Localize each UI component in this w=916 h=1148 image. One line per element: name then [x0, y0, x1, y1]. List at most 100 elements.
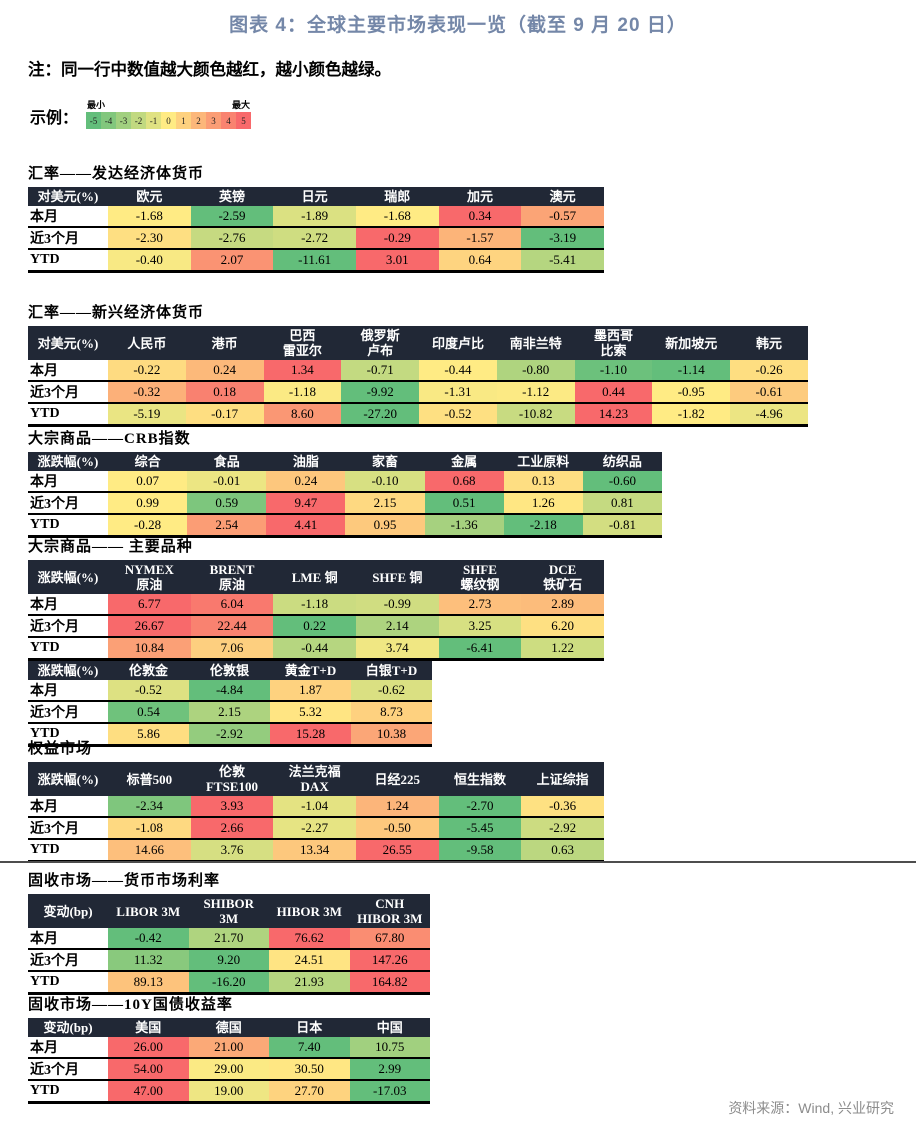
- column-header-cell: 日经225: [355, 762, 439, 796]
- value-cell: 4.41: [266, 514, 346, 538]
- value-cell: -10.82: [496, 403, 575, 427]
- legend-cell: -2: [131, 112, 147, 129]
- heatmap-table-fx-emerging: 对美元(%) 人民币 港币 巴西 雷亚尔 俄罗斯 卢布 印度卢比 南非兰特 墨西哥 比索 新加坡…: [28, 326, 808, 427]
- column-header-cell: 综合: [108, 452, 188, 471]
- row-label-cell: 近3个月: [28, 1058, 108, 1081]
- column-header-cell: 欧元: [108, 187, 191, 206]
- section-label: 大宗商品——CRB指数: [28, 431, 191, 447]
- section-commodities: 大宗商品—— 主要品种 涨跌幅(%) NYMEX 原油 BRENT 原油 LME 铜 SH…: [28, 535, 604, 747]
- value-cell: 26.00: [108, 1037, 189, 1059]
- value-cell: 6.04: [190, 594, 274, 616]
- value-cell: 10.38: [351, 723, 432, 747]
- row-label-cell: 本月: [28, 796, 108, 818]
- value-cell: -9.92: [341, 381, 420, 404]
- legend-cell: -4: [101, 112, 117, 129]
- value-cell: 0.68: [424, 471, 504, 493]
- value-cell: 0.64: [438, 249, 522, 273]
- value-cell: -9.58: [438, 839, 522, 863]
- value-cell: 11.32: [108, 949, 189, 972]
- row-label-cell: 本月: [28, 1037, 108, 1059]
- value-cell: 14.23: [574, 403, 653, 427]
- legend-cell: 3: [206, 112, 222, 129]
- value-cell: 9.47: [266, 492, 346, 515]
- column-header-cell: 港币: [185, 326, 264, 360]
- heatmap-table-equity: 涨跌幅(%) 标普500 伦敦 FTSE100 法兰克福 DAX 日经225 恒生指数 上证…: [28, 762, 604, 863]
- value-cell: 0.95: [345, 514, 425, 538]
- legend-minmax: 最小 最大: [86, 98, 251, 111]
- corner-header-cell: 对美元(%): [28, 187, 108, 206]
- column-header-cell: NYMEX 原油: [108, 560, 191, 594]
- section-divider: [0, 861, 916, 863]
- section-crb: 大宗商品——CRB指数 涨跌幅(%) 综合 食品 油脂 家畜 金属 工业原料 纺织品 本月 0.07…: [28, 427, 662, 538]
- row-label-cell: 本月: [28, 594, 108, 616]
- corner-header-cell: 对美元(%): [28, 326, 108, 360]
- column-header-cell: 伦敦银: [189, 661, 270, 680]
- value-cell: 2.15: [345, 492, 425, 515]
- section-label: 汇率——发达经济体货币: [28, 166, 205, 182]
- value-cell: 29.00: [188, 1058, 269, 1081]
- row-label-cell: 本月: [28, 206, 108, 228]
- value-cell: -0.17: [185, 403, 264, 427]
- value-cell: 21.70: [188, 928, 269, 950]
- column-header-cell: 工业原料: [503, 452, 583, 471]
- value-cell: 7.06: [190, 637, 274, 661]
- table-row: 本月 -0.22 0.24 1.34 -0.71 -0.44 -0.80 -1.10 -1.14…: [28, 360, 808, 382]
- value-cell: 3.93: [190, 796, 274, 818]
- row-label-cell: YTD: [28, 971, 108, 995]
- value-cell: -1.04: [273, 796, 356, 818]
- value-cell: -0.71: [341, 360, 420, 382]
- value-cell: 147.26: [349, 949, 430, 972]
- table-row: 本月 -2.34 3.93 -1.04 1.24 -2.70 -0.36: [28, 796, 604, 818]
- value-cell: -0.28: [108, 514, 188, 538]
- value-cell: -5.19: [108, 403, 186, 427]
- table-row: YTD 47.00 19.00 27.70 -17.03: [28, 1080, 430, 1104]
- value-cell: 67.80: [349, 928, 430, 950]
- value-cell: -0.81: [582, 514, 662, 538]
- row-label-cell: 近3个月: [28, 381, 108, 404]
- column-header-cell: SHIBOR 3M: [188, 894, 269, 928]
- row-label-cell: 近3个月: [28, 615, 108, 638]
- table-row: 近3个月 54.00 29.00 30.50 2.99: [28, 1058, 430, 1081]
- value-cell: -1.12: [496, 381, 575, 404]
- table-row: YTD -0.28 2.54 4.41 0.95 -1.36 -2.18 -0.81: [28, 514, 662, 538]
- table-row: YTD 5.86 -2.92 15.28 10.38: [28, 723, 432, 747]
- value-cell: -0.22: [108, 360, 186, 382]
- row-label-cell: 近3个月: [28, 701, 108, 724]
- column-header-cell: 澳元: [521, 187, 604, 206]
- value-cell: -1.68: [108, 206, 191, 228]
- legend-min-label: 最小: [87, 100, 106, 110]
- column-header-cell: 金属: [424, 452, 504, 471]
- row-label-cell: 近3个月: [28, 949, 108, 972]
- value-cell: 8.73: [351, 701, 432, 724]
- column-header-cell: 人民币: [108, 326, 186, 360]
- column-header-cell: 南非兰特: [496, 326, 575, 360]
- column-header-cell: 恒生指数: [438, 762, 522, 796]
- row-label-cell: YTD: [28, 403, 108, 427]
- column-header-cell: 英镑: [190, 187, 274, 206]
- corner-header-cell: 涨跌幅(%): [28, 452, 108, 471]
- column-header-cell: 白银T+D: [351, 661, 432, 680]
- value-cell: 76.62: [269, 928, 350, 950]
- value-cell: -5.45: [438, 817, 522, 840]
- value-cell: -1.31: [419, 381, 497, 404]
- value-cell: -2.92: [521, 817, 604, 840]
- column-header-cell: HIBOR 3M: [269, 894, 350, 928]
- value-cell: -0.26: [730, 360, 808, 382]
- table-row: 近3个月 26.67 22.44 0.22 2.14 3.25 6.20: [28, 615, 604, 638]
- row-label-cell: YTD: [28, 723, 108, 747]
- value-cell: 0.99: [108, 492, 188, 515]
- legend-cell: 4: [221, 112, 237, 129]
- value-cell: 8.60: [263, 403, 342, 427]
- row-label-cell: YTD: [28, 249, 108, 273]
- value-cell: 1.87: [270, 680, 351, 702]
- section-label: 汇率——新兴经济体货币: [28, 305, 205, 321]
- section-label: 大宗商品—— 主要品种: [28, 539, 193, 555]
- column-header-cell: SHFE 螺纹钢: [438, 560, 522, 594]
- value-cell: 6.77: [108, 594, 191, 616]
- row-label-cell: YTD: [28, 514, 108, 538]
- value-cell: 2.07: [190, 249, 274, 273]
- legend-cell: -1: [146, 112, 162, 129]
- value-cell: -3.19: [521, 227, 604, 250]
- value-cell: 0.07: [108, 471, 188, 493]
- column-header-cell: 俄罗斯 卢布: [341, 326, 420, 360]
